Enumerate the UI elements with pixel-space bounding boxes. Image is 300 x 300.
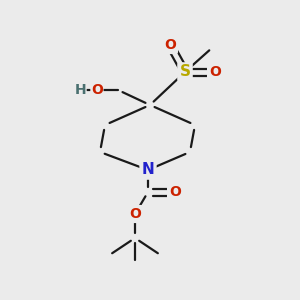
Text: O: O bbox=[91, 83, 103, 97]
Text: O: O bbox=[169, 185, 181, 199]
Text: H: H bbox=[74, 83, 86, 97]
Text: O: O bbox=[129, 207, 141, 221]
Text: N: N bbox=[142, 163, 154, 178]
Text: S: S bbox=[179, 64, 191, 80]
Text: O: O bbox=[209, 65, 221, 79]
Text: O: O bbox=[164, 38, 176, 52]
